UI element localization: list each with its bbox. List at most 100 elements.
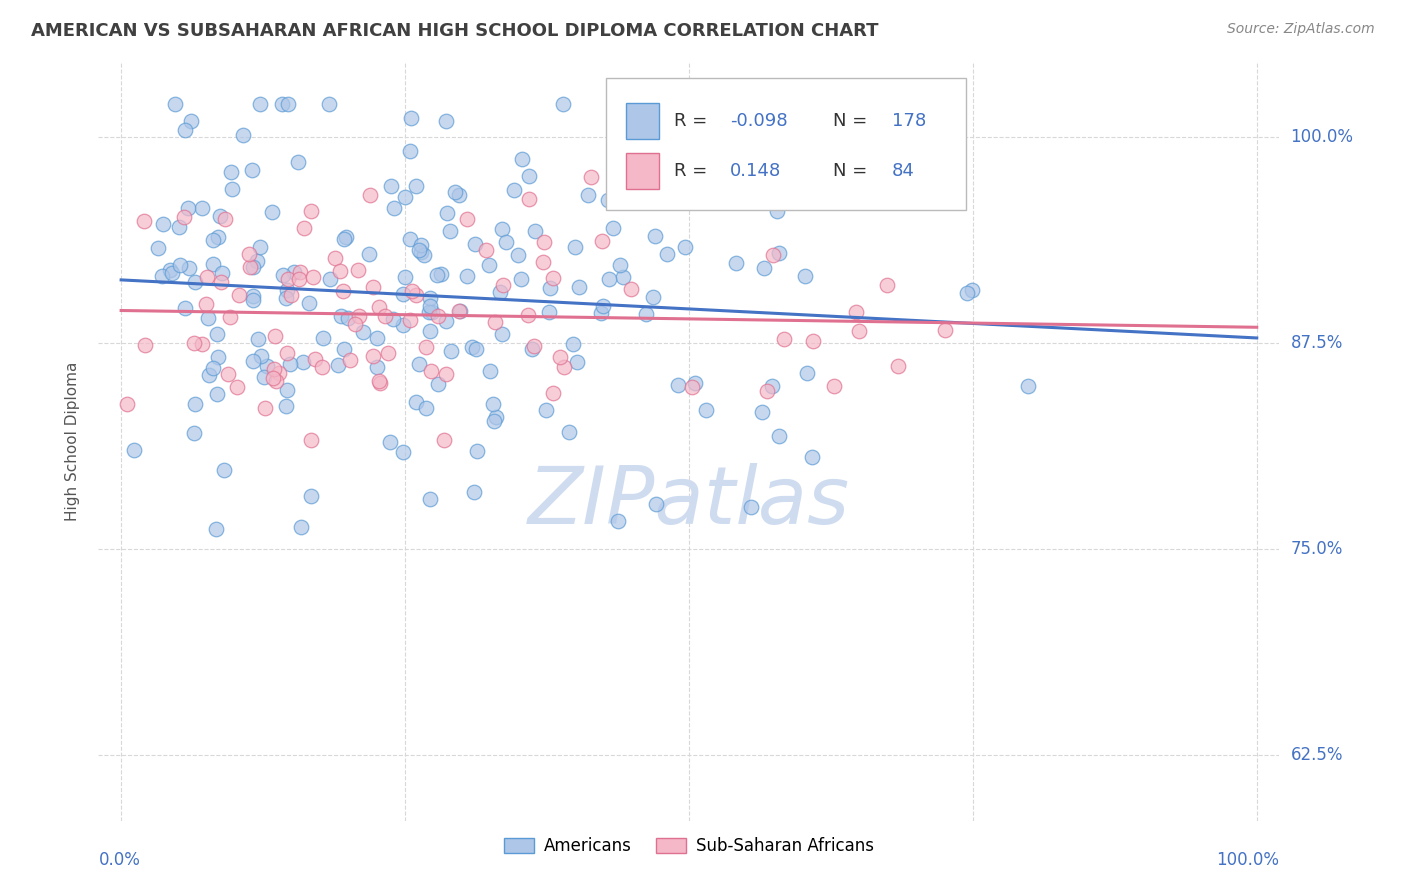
Point [176,201,198,215]
Point [754,260,776,275]
Point [366,331,388,345]
Point [239,260,262,275]
Point [201,233,224,247]
Point [484,414,506,428]
Text: N =: N = [832,112,873,130]
Point [463,484,485,499]
Text: 0.148: 0.148 [730,161,782,180]
Point [433,433,456,447]
Point [681,380,703,394]
Point [212,463,235,477]
Point [768,246,790,260]
Point [773,332,796,346]
Point [382,201,405,215]
Point [644,228,666,243]
Point [380,178,402,193]
Point [177,261,200,276]
Point [273,268,295,282]
Point [517,192,540,206]
Point [280,288,302,302]
Point [551,96,574,111]
Point [426,377,449,392]
Point [405,288,427,302]
Point [264,374,287,388]
Point [436,206,458,220]
Point [299,203,322,218]
Point [277,96,299,111]
Point [242,293,264,307]
Point [180,113,202,128]
Point [361,349,384,363]
Point [495,235,517,250]
Point [491,326,513,341]
Point [207,351,229,365]
Point [695,403,717,417]
Text: ZIPatlas: ZIPatlas [527,463,851,541]
Point [579,169,602,184]
Point [491,278,513,293]
Point [207,230,229,244]
Point [960,283,983,297]
Point [845,304,868,318]
Point [823,379,845,393]
Point [349,309,371,323]
Point [249,96,271,111]
Point [219,310,242,324]
Point [399,112,422,126]
Text: 84: 84 [891,161,915,180]
Point [740,500,762,515]
Point [475,243,498,257]
Legend: Americans, Sub-Saharan Africans: Americans, Sub-Saharan Africans [496,830,882,862]
Point [269,366,291,380]
Point [731,181,754,195]
Point [510,152,533,166]
Point [485,409,508,424]
Point [271,96,294,111]
Point [377,346,399,360]
Point [336,311,359,326]
Point [478,258,501,272]
Point [339,353,361,368]
Point [318,96,340,111]
Point [531,255,554,269]
Point [418,305,440,319]
Point [956,285,979,300]
Point [201,360,224,375]
Point [420,364,443,378]
Point [394,269,416,284]
Text: R =: R = [673,112,713,130]
Point [299,489,322,503]
Point [541,271,564,285]
Text: 100.0%: 100.0% [1216,851,1279,869]
Point [408,243,430,257]
Point [124,443,146,458]
Point [205,327,228,342]
Text: -0.098: -0.098 [730,112,787,130]
Point [291,354,314,368]
Point [666,377,689,392]
Point [439,223,461,237]
Point [283,265,305,279]
Point [609,258,631,272]
Point [246,254,269,268]
Point [332,285,354,299]
Point [415,401,437,416]
Point [219,165,242,179]
Point [591,234,613,248]
Point [205,386,228,401]
Point [367,300,389,314]
Point [796,366,818,380]
Point [558,425,581,439]
Point [347,263,370,277]
Point [538,281,561,295]
Point [553,360,575,375]
Point [517,309,540,323]
Point [277,272,299,286]
Point [456,269,478,284]
Point [311,359,333,374]
Point [533,235,555,249]
Point [250,349,273,363]
Point [290,520,312,534]
Point [568,279,591,293]
Point [163,96,186,111]
